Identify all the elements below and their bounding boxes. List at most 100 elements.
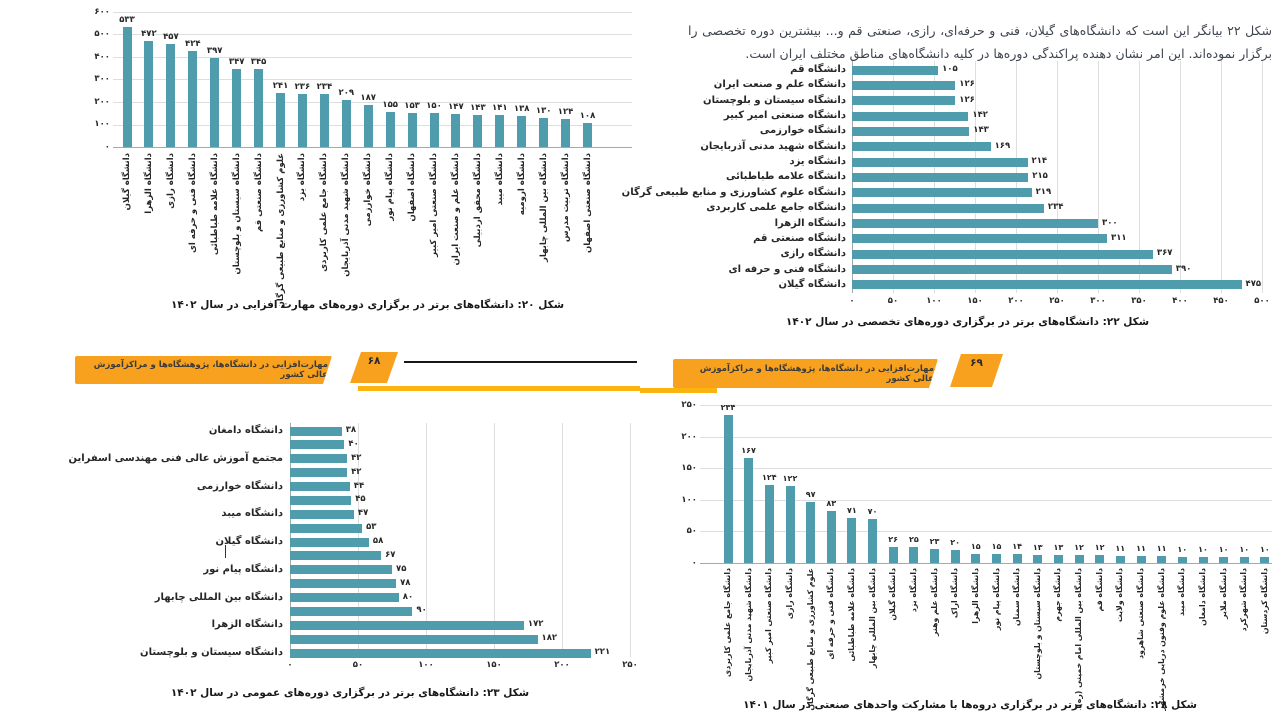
- fig20-ytick: ۵۰۰: [94, 29, 110, 40]
- fig20-bar: [407, 112, 417, 147]
- fig22-bar: [852, 80, 956, 90]
- fig20-bar: [232, 68, 242, 147]
- fig20-ytick: ۴۰۰: [94, 51, 110, 62]
- fig23-category-label: دانشگاه گیلان: [215, 536, 283, 547]
- fig22-category-label: دانشگاه سیستان و بلوچستان: [703, 94, 846, 106]
- fig23-xtick: ۰: [287, 660, 293, 670]
- fig23-bar: [290, 454, 348, 464]
- fig20-value-label: ۴۵۷: [163, 31, 179, 42]
- fig23-value-label: ۵۸: [372, 536, 384, 546]
- fig20-category-label: دانشگاه سیستان و بلوچستان: [231, 153, 242, 275]
- fig28-bar: [723, 415, 733, 563]
- fig28-bar: [1136, 556, 1146, 563]
- fig22-bar: [852, 234, 1107, 244]
- fig23-xtick: ۵۰: [352, 660, 364, 670]
- fig22-category-label: دانشگاه علوم کشاورزی و منابع طبیعی گرگان: [621, 186, 846, 198]
- fig23-bar: [290, 537, 369, 547]
- fig20-value-label: ۱۵۳: [404, 100, 420, 111]
- fig28-bar: [1219, 556, 1229, 563]
- fig20-bar: [429, 113, 439, 147]
- fig28-bar: [826, 510, 836, 563]
- fig20-value-label: ۳۹۷: [206, 45, 223, 56]
- fig23-value-label: ۴۰: [348, 438, 359, 449]
- fig22-category-label: دانشگاه خوارزمی: [759, 125, 846, 137]
- fig23-value-label: ۸۰: [402, 591, 414, 602]
- fig28-bar: [1012, 554, 1022, 563]
- fig28-value-label: ۱۰: [1218, 544, 1229, 554]
- fig22-category-label: دانشگاه گیلان: [778, 278, 846, 290]
- fig28-value-label: ۲۳: [929, 536, 940, 546]
- fig23-gridline: [426, 423, 427, 657]
- header-strip-left: [358, 386, 640, 391]
- fig22-xtick: ۵۰۰: [1254, 296, 1270, 306]
- fig20-bar: [385, 112, 395, 147]
- fig28-bar: [868, 518, 877, 563]
- fig23-value-label: ۵۳: [366, 522, 377, 533]
- fig28-category-label: دانشگاه جهرم: [1053, 568, 1063, 622]
- fig28-value-label: ۱۴: [1012, 542, 1022, 552]
- fig20-value-label: ۵۳۳: [119, 14, 135, 25]
- fig28-bar: [1177, 556, 1187, 563]
- text-cursor: [225, 545, 226, 558]
- fig28-value-label: ۲۶: [888, 534, 899, 544]
- fig22-value-label: ۴۷۵: [1245, 278, 1262, 289]
- fig20-gridline: [113, 147, 632, 148]
- fig28-value-label: ۱۱: [1115, 544, 1126, 553]
- fig22-gridline: [1262, 61, 1263, 293]
- fig28-gridline: [700, 499, 1272, 501]
- fig22-value-label: ۲۳۴: [1047, 202, 1064, 213]
- fig22-bar: [852, 280, 1242, 290]
- fig22-bar: [852, 96, 956, 106]
- fig28-value-label: ۱۳: [1053, 542, 1064, 552]
- fig28-value-label: ۱۱: [1136, 544, 1146, 553]
- figure-22-caption: شکل ۲۲: دانشگاه‌های برتر در برگزاری دوره…: [785, 316, 1150, 328]
- fig23-value-label: ۷۵: [396, 563, 407, 574]
- fig20-category-label: دانشگاه بین المللی چابهار: [538, 153, 549, 263]
- fig20-value-label: ۱۴۱: [492, 103, 508, 114]
- fig22-value-label: ۳۶۷: [1156, 248, 1173, 259]
- fig28-category-label: دانشگاه قم: [1094, 568, 1104, 612]
- fig20-category-label: دانشگاه پیام نور: [385, 153, 396, 221]
- fig20-bar: [188, 51, 198, 147]
- fig23-bar: [290, 523, 363, 533]
- fig28-ytick: ۱۰۰: [681, 494, 697, 505]
- fig20-bar: [297, 93, 307, 147]
- fig20-value-label: ۲۴۱: [272, 80, 289, 91]
- fig28-value-label: ۹۷: [805, 489, 816, 499]
- fig22-value-label: ۱۲۶: [959, 79, 975, 90]
- fig28-category-label: دانشگاه علم وهنر: [929, 568, 939, 636]
- fig20-bar: [254, 69, 264, 147]
- fig28-bar: [806, 501, 816, 563]
- fig20-value-label: ۲۳۶: [294, 81, 311, 92]
- fig23-gridline: [630, 423, 631, 657]
- fig28-bar: [992, 553, 1001, 563]
- fig23-bar: [290, 648, 591, 658]
- fig28-bar: [950, 550, 960, 563]
- fig20-value-label: ۱۸۷: [360, 92, 376, 103]
- fig22-category-label: دانشگاه قم: [790, 64, 846, 75]
- fig20-bar: [276, 92, 285, 147]
- fig28-category-label: دانشگاه ملایر: [1218, 568, 1228, 619]
- fig20-ytick: ۰: [104, 142, 110, 152]
- fig20-ytick: ۲۰۰: [94, 96, 110, 107]
- fig23-bar: [290, 593, 399, 603]
- fig28-ytick: ۰: [691, 558, 697, 568]
- fig20-value-label: ۲۰۹: [338, 87, 355, 98]
- fig22-bar: [852, 126, 970, 136]
- fig20-value-label: ۴۷۲: [141, 28, 157, 39]
- fig23-value-label: ۲۲۱: [594, 647, 611, 658]
- fig20-bar: [583, 122, 592, 147]
- fig28-gridline: [700, 436, 1272, 438]
- fig22-xtick: ۰: [849, 296, 855, 306]
- fig22-xtick: ۱۵۰: [967, 296, 983, 306]
- fig22-category-label: دانشگاه یزد: [789, 156, 846, 168]
- fig20-bar: [122, 26, 132, 147]
- fig28-ytick: ۲۵۰: [681, 400, 697, 410]
- fig28-ytick: ۲۰۰: [681, 431, 697, 442]
- fig28-gridline: [700, 405, 1272, 406]
- fig22-bar: [852, 203, 1044, 213]
- fig28-gridline: [700, 531, 1272, 533]
- fig20-category-label: دانشگاه علامه طباطبائی: [209, 153, 220, 255]
- fig23-bar: [290, 426, 342, 436]
- fig22-gridline: [1098, 61, 1099, 293]
